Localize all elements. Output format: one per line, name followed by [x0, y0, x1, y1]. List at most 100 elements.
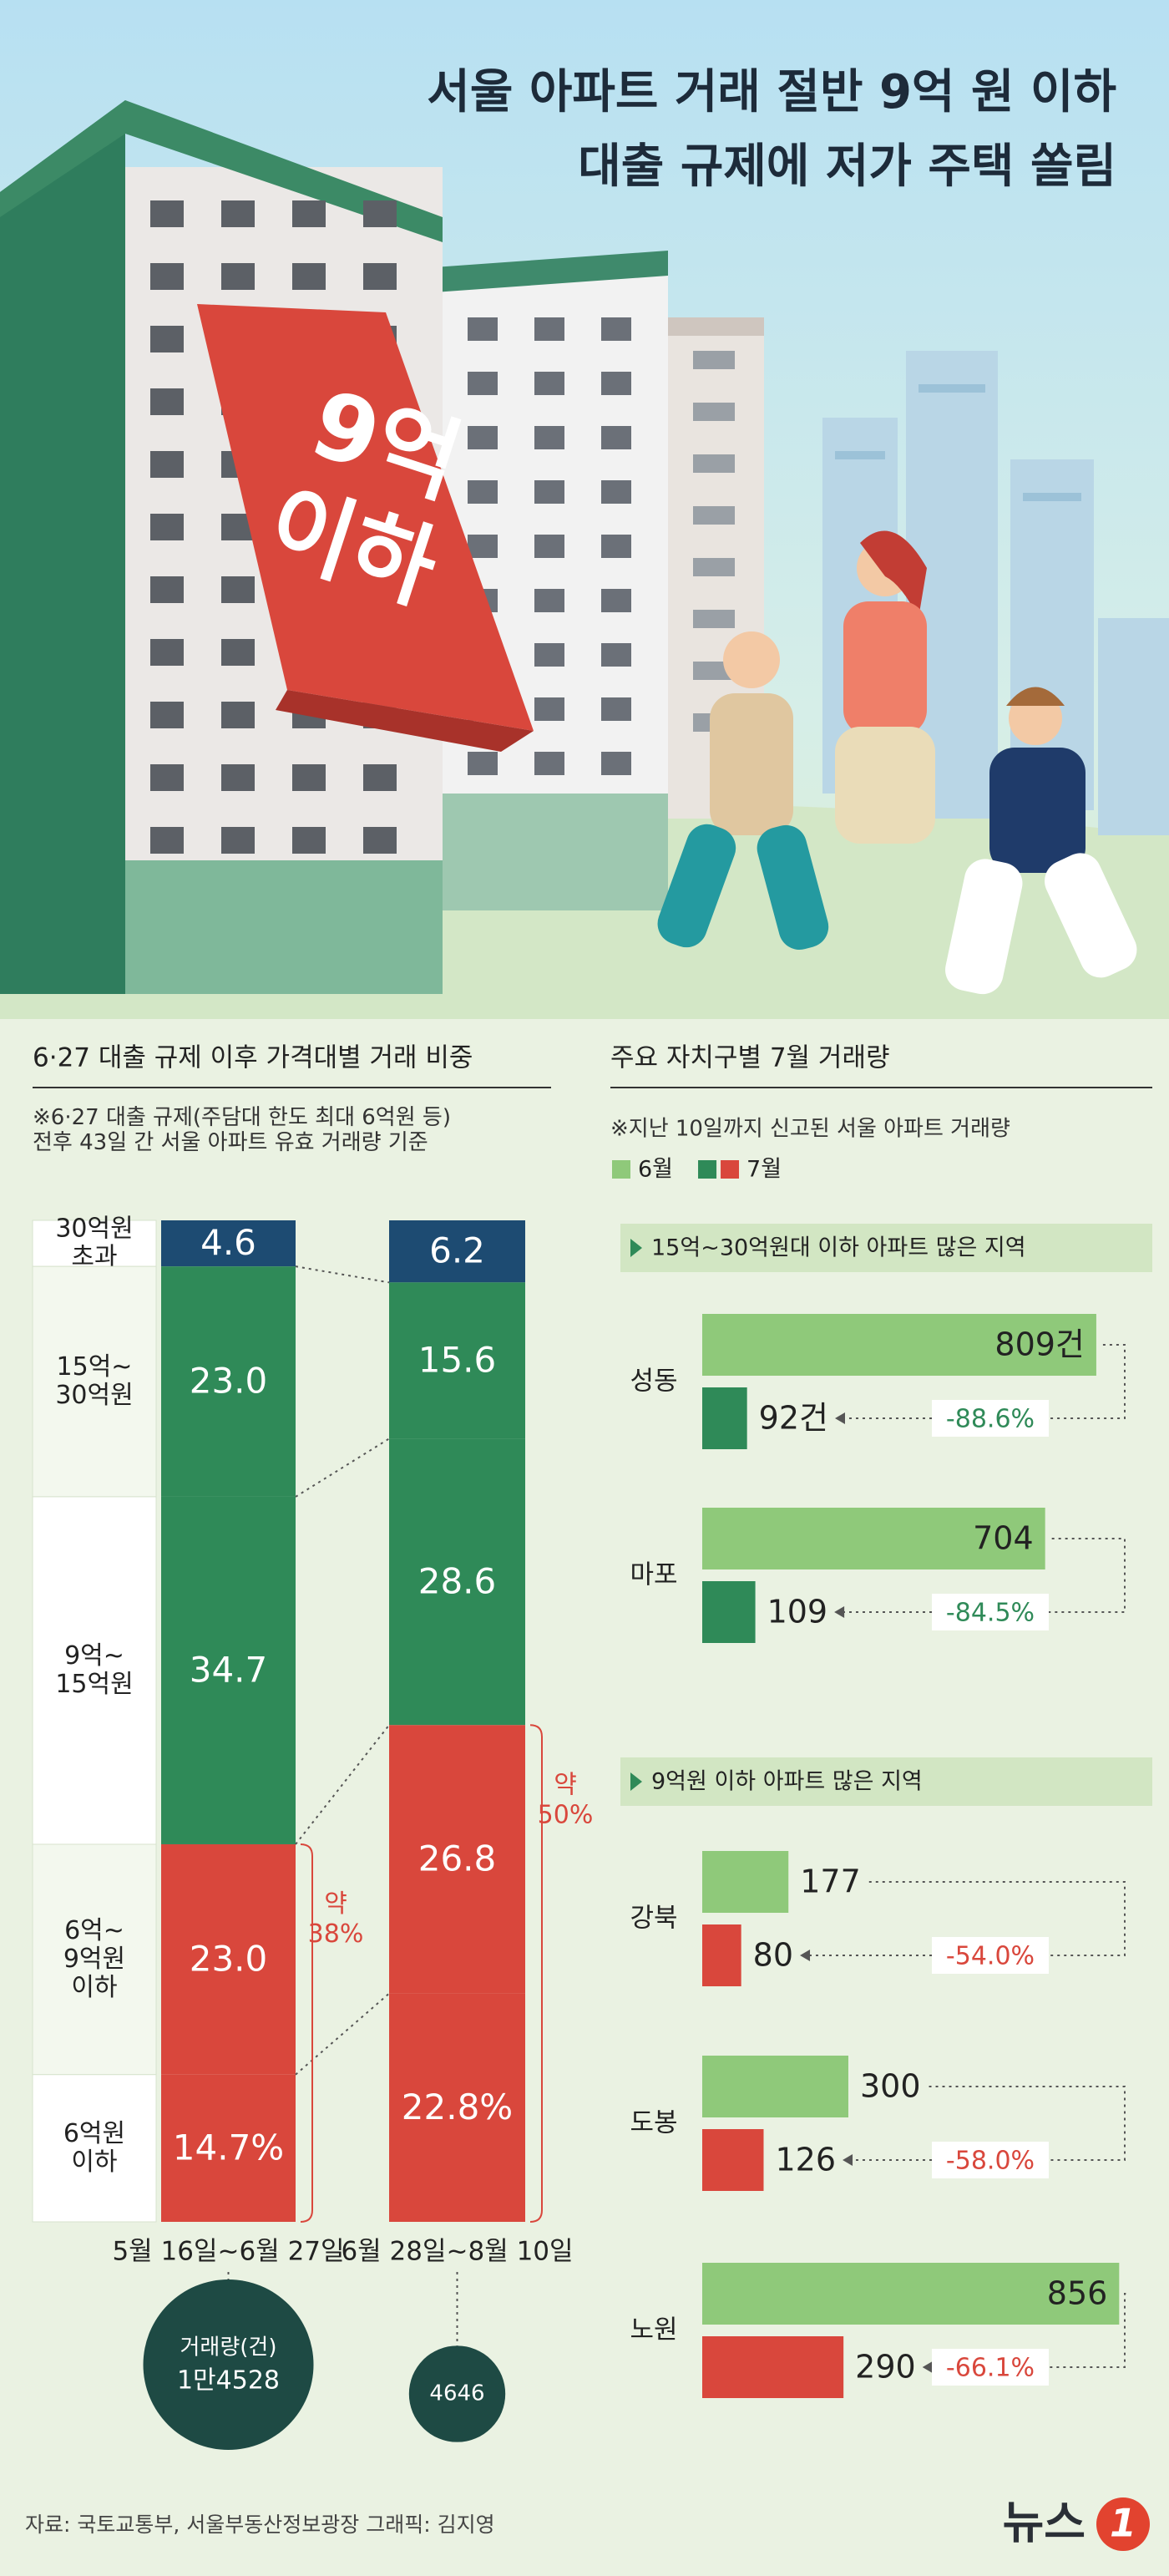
window	[693, 403, 735, 421]
window	[150, 639, 184, 666]
category-label: 마포	[630, 1560, 677, 1590]
change-box	[932, 1594, 1049, 1630]
value-label: 34.7	[190, 1649, 268, 1690]
window	[693, 558, 735, 576]
chart-subtitle: ※지난 10일까지 신고된 서울 아파트 거래량	[610, 1117, 1010, 1142]
arrow-head	[843, 2154, 853, 2166]
group-arrow	[630, 1772, 642, 1791]
value-label: 177	[800, 1864, 861, 1900]
change-label: -54.0%	[946, 1942, 1035, 1971]
window	[150, 326, 184, 352]
bar	[702, 1851, 789, 1913]
people	[657, 530, 1137, 995]
label-cell	[32, 2074, 157, 2223]
value-label: 290	[855, 2349, 916, 2386]
value-label: 4.6	[200, 1222, 256, 1263]
category-label: 도봉	[630, 2108, 677, 2138]
change-label: -88.6%	[946, 1405, 1035, 1434]
value-label: 856	[1047, 2275, 1108, 2312]
group-title: 15억~30억원대 이하 아파트 많은 지역	[651, 1235, 1026, 1261]
arrow-head	[834, 1606, 845, 1618]
window	[534, 589, 564, 612]
window	[150, 263, 184, 290]
value-label: 26.8	[418, 1838, 497, 1879]
bar-segment	[389, 1282, 525, 1439]
window	[601, 535, 631, 558]
source: 자료: 국토교통부, 서울부동산정보광장 그래픽: 김지영	[25, 2513, 495, 2537]
window	[363, 263, 397, 290]
category-label: 노원	[630, 2315, 677, 2345]
window	[468, 480, 498, 504]
window	[693, 351, 735, 369]
bar-segment	[161, 1220, 296, 1267]
logo: 뉴스	[1003, 2497, 1086, 2549]
connector	[295, 1992, 390, 2076]
label-cell	[32, 1220, 157, 1267]
connector	[295, 1265, 390, 1284]
value-label: 126	[776, 2142, 837, 2178]
window	[534, 535, 564, 558]
label-cell	[32, 1265, 157, 1498]
value-label: 14.7%	[173, 2127, 284, 2168]
label-cell	[32, 1843, 157, 2076]
bar-segment	[161, 1266, 296, 1497]
bar	[702, 1581, 756, 1643]
total-value: 4646	[429, 2381, 484, 2406]
window	[363, 827, 397, 854]
change-box	[932, 1400, 1049, 1437]
bracket	[529, 1724, 543, 2223]
value-label: 23.0	[190, 1938, 268, 1979]
annotation: 약 38%	[308, 1889, 364, 1948]
change-box	[932, 2142, 1049, 2178]
window	[601, 426, 631, 449]
category-label: 성동	[630, 1367, 677, 1397]
chart-title: 주요 자치구별 7월 거래량	[610, 1043, 889, 1073]
value-label: 80	[753, 1937, 793, 1974]
window	[534, 697, 564, 721]
bar	[702, 1508, 1045, 1569]
window	[534, 426, 564, 449]
window	[150, 827, 184, 854]
window	[534, 643, 564, 667]
window	[693, 610, 735, 628]
window	[534, 372, 564, 395]
bar	[702, 1387, 747, 1449]
value-label: 300	[860, 2068, 921, 2105]
window	[601, 317, 631, 341]
window	[221, 827, 255, 854]
value-label: 22.8%	[402, 2087, 513, 2127]
window	[150, 764, 184, 791]
connector	[295, 1724, 390, 1845]
legend-swatch	[612, 1160, 630, 1179]
bar	[702, 2336, 844, 2398]
bar-segment	[389, 1993, 525, 2222]
window	[150, 451, 184, 478]
window	[292, 263, 326, 290]
value-label: 23.0	[190, 1361, 268, 1402]
window	[468, 317, 498, 341]
window	[601, 697, 631, 721]
arrow-head	[834, 1412, 845, 1424]
total-circle	[408, 2345, 506, 2442]
window	[601, 752, 631, 775]
window	[363, 200, 397, 227]
bar-segment	[389, 1725, 525, 1994]
value-label: 6.2	[429, 1230, 485, 1271]
change-box	[932, 2349, 1049, 2386]
window	[292, 764, 326, 791]
bar	[702, 2263, 1120, 2325]
window	[468, 535, 498, 558]
arrow-head	[800, 1950, 811, 1961]
bar-segment	[161, 1843, 296, 2075]
title: 서울 아파트 거래 절반 9억 원 이하	[427, 65, 1116, 119]
change-label: -58.0%	[946, 2147, 1035, 2176]
group-arrow	[630, 1239, 642, 1257]
title: 대출 규제에 저가 주택 쏠림	[578, 139, 1116, 194]
total-value: 1만4528	[177, 2366, 280, 2396]
arrow-head	[922, 2361, 933, 2373]
window	[292, 200, 326, 227]
change-box	[932, 1937, 1049, 1974]
bar	[702, 1924, 741, 1986]
